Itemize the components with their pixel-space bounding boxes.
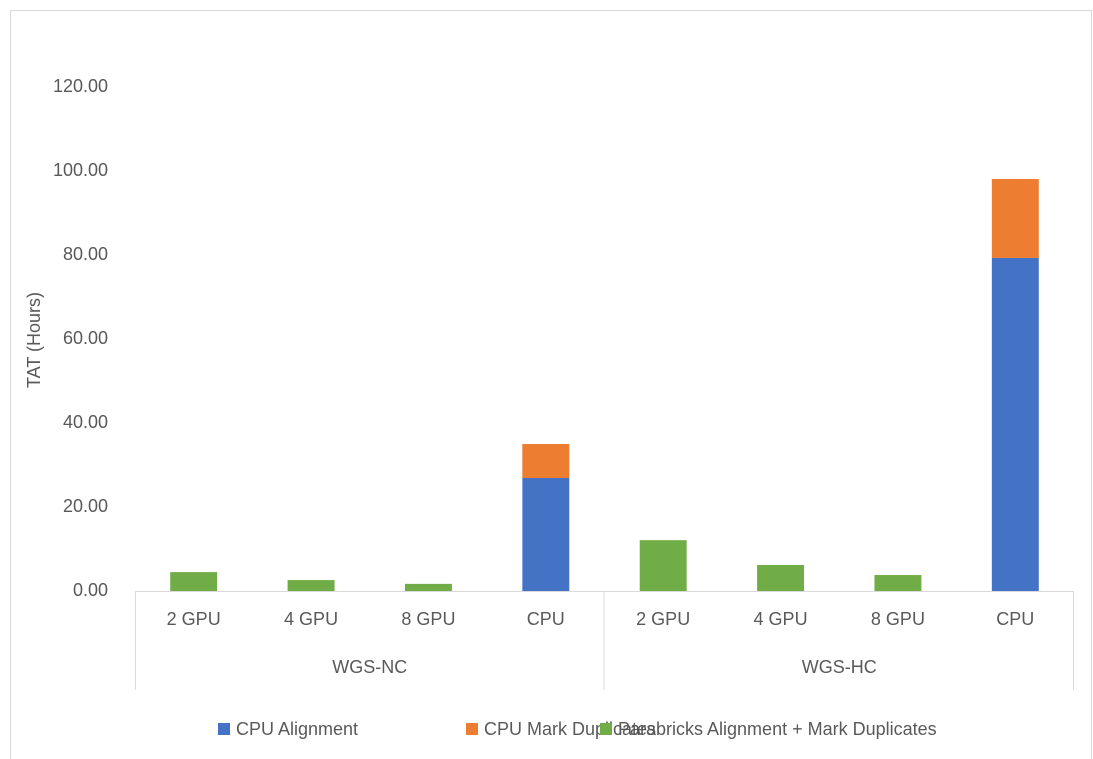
bar-segment bbox=[522, 478, 570, 591]
x-tick-label: 8 GPU bbox=[871, 609, 925, 629]
legend-label: CPU Mark Duplicates bbox=[484, 719, 656, 739]
y-tick-label: 60.00 bbox=[63, 328, 108, 348]
y-tick-label: 120.00 bbox=[53, 76, 108, 96]
bar-segment bbox=[404, 583, 452, 591]
x-tick-label: CPU bbox=[996, 609, 1034, 629]
legend-label: CPU Alignment bbox=[236, 719, 358, 739]
legend-swatch bbox=[600, 723, 612, 735]
x-tick-label: 2 GPU bbox=[167, 609, 221, 629]
legend-label: Parabricks Alignment + Mark Duplicates bbox=[618, 719, 937, 739]
y-tick-label: 0.00 bbox=[73, 580, 108, 600]
bar-segment bbox=[991, 257, 1039, 591]
x-tick-label: CPU bbox=[527, 609, 565, 629]
x-tick-label: 4 GPU bbox=[754, 609, 808, 629]
x-tick-label: 2 GPU bbox=[636, 609, 690, 629]
x-tick-label: 8 GPU bbox=[401, 609, 455, 629]
y-tick-label: 100.00 bbox=[53, 160, 108, 180]
bar-segment bbox=[874, 575, 922, 591]
y-tick-label: 80.00 bbox=[63, 244, 108, 264]
bar-segment bbox=[522, 444, 570, 479]
legend-swatch bbox=[218, 723, 230, 735]
y-tick-label: 20.00 bbox=[63, 496, 108, 516]
x-tick-label: 4 GPU bbox=[284, 609, 338, 629]
bar-segment bbox=[287, 580, 335, 591]
y-axis-title: TAT (Hours) bbox=[24, 292, 44, 388]
group-label: WGS-NC bbox=[332, 657, 407, 677]
group-label: WGS-HC bbox=[802, 657, 877, 677]
y-tick-label: 40.00 bbox=[63, 412, 108, 432]
bar-segment bbox=[639, 540, 687, 591]
bar-segment bbox=[991, 178, 1039, 258]
bar-segment bbox=[170, 572, 218, 591]
legend-swatch bbox=[466, 723, 478, 735]
chart-border bbox=[10, 10, 1092, 759]
bar-segment bbox=[757, 564, 805, 591]
